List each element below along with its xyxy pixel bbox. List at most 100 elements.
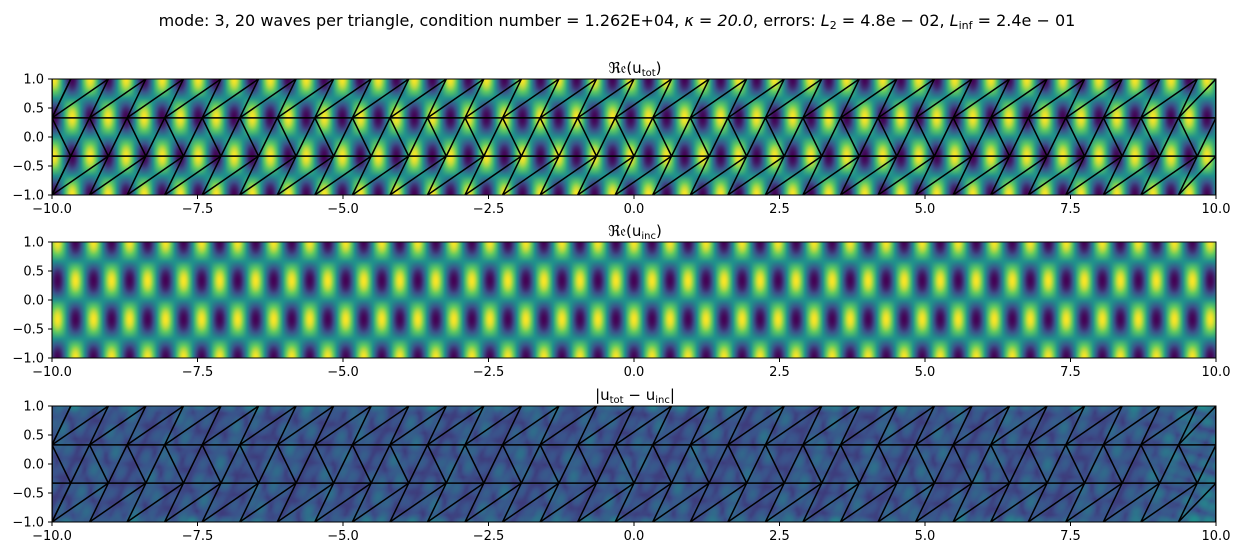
mesh-edge [990, 482, 1011, 522]
mesh-edge [1065, 444, 1086, 484]
mesh-edge [351, 79, 410, 119]
mesh-edge [727, 406, 785, 446]
x-tick-label: −5.0 [327, 365, 359, 380]
panel-title-fn: ℜ𝔢(u [608, 59, 641, 77]
mesh-edge [896, 444, 917, 484]
mesh-edge [840, 155, 898, 195]
mesh-edge [840, 482, 898, 522]
mesh-edge [389, 117, 410, 157]
mesh-edge [877, 482, 935, 522]
mesh-overlay [52, 406, 1216, 522]
mesh-edge [727, 155, 785, 195]
mesh-edge [727, 406, 748, 446]
mesh-edge [1102, 155, 1161, 195]
y-tick-label: 0.0 [23, 294, 44, 309]
heatmap-image [52, 242, 1216, 358]
mesh-edge [652, 406, 710, 446]
mesh-edge [652, 79, 673, 119]
suptitle-errors-label: , errors: [753, 11, 821, 30]
x-tick-label: −7.5 [182, 202, 214, 217]
mesh-edge [839, 482, 860, 522]
x-tick-label: 2.5 [769, 529, 790, 544]
mesh-edge [933, 117, 954, 157]
mesh-edge [239, 155, 297, 195]
mesh-edge [314, 482, 372, 522]
mesh-edge [1177, 482, 1216, 522]
mesh-edge [689, 482, 710, 522]
mesh-edge [652, 155, 673, 195]
mesh-edge [408, 117, 429, 157]
mesh-edge [314, 155, 372, 195]
mesh-edge [276, 444, 297, 484]
mesh-edge [1140, 444, 1161, 484]
mesh-edge [182, 117, 203, 157]
mesh-edge [1196, 444, 1216, 484]
x-tick-label: 7.5 [1060, 202, 1081, 217]
mesh-edge [1121, 117, 1142, 157]
mesh-edge [952, 155, 973, 195]
mesh-edge [1027, 482, 1048, 522]
mesh-edge [708, 444, 729, 484]
mesh-edge [652, 79, 710, 119]
mesh-edge [990, 482, 1048, 522]
mesh-edge [614, 406, 672, 446]
mesh-edge [727, 79, 785, 119]
mesh-edge [1177, 117, 1198, 157]
mesh-edge [1140, 482, 1198, 522]
mesh-edge [351, 79, 372, 119]
mesh-edge [764, 444, 785, 484]
x-tick-label: 5.0 [915, 365, 936, 380]
mesh-edge [915, 482, 973, 522]
mesh-edge [389, 444, 410, 484]
mesh-edge [164, 406, 222, 446]
mesh-edge [802, 79, 860, 119]
mesh-edge [821, 117, 842, 157]
mesh-edge [689, 482, 748, 522]
mesh-edge [1177, 79, 1198, 119]
mesh-edge [88, 444, 109, 484]
x-tick-label: −10.0 [32, 202, 72, 217]
mesh-edge [52, 117, 72, 157]
mesh-edge [539, 406, 560, 446]
mesh-edge [314, 444, 335, 484]
y-tick-label: 0.5 [23, 265, 44, 280]
suptitle-l2-value: = 4.8e − 02, [837, 11, 950, 30]
x-tick-label: 0.0 [624, 365, 645, 380]
mesh-edge [201, 482, 259, 522]
x-tick-label: 7.5 [1060, 529, 1081, 544]
mesh-edge [990, 406, 1011, 446]
mesh-edge [276, 155, 297, 195]
mesh-edge [332, 117, 354, 157]
mesh-edge [577, 444, 598, 484]
mesh-edge [652, 482, 710, 522]
y-tick-label: 1.0 [23, 400, 44, 415]
panel-title-sub: tot [610, 395, 624, 406]
mesh-edge [802, 482, 823, 522]
mesh-edge [633, 117, 654, 157]
x-tick-label: −5.0 [327, 529, 359, 544]
x-tick-label: 2.5 [769, 202, 790, 217]
mesh-edge [1027, 406, 1048, 446]
mesh-edge [1102, 482, 1123, 522]
mesh-edge [314, 117, 335, 157]
x-tick-label: −5.0 [327, 202, 359, 217]
mesh-edge [501, 155, 523, 195]
mesh-edge [614, 406, 635, 446]
mesh-edge [126, 155, 147, 195]
mesh-edge [727, 444, 748, 484]
mesh-edge [1140, 79, 1161, 119]
mesh-edge [1102, 79, 1123, 119]
mesh-edge [427, 482, 485, 522]
mesh-edge [577, 79, 598, 119]
mesh-edge [445, 444, 466, 484]
mesh-edge [745, 444, 767, 484]
mesh-edge [276, 79, 297, 119]
mesh-edge [351, 117, 372, 157]
mesh-edge [408, 444, 429, 484]
mesh-edge [802, 406, 860, 446]
mesh-edge [126, 79, 184, 119]
mesh-edge [539, 79, 560, 119]
mesh-edge [1083, 117, 1105, 157]
mesh-edge [708, 117, 729, 157]
suptitle-linf-symbol: L [950, 11, 959, 30]
